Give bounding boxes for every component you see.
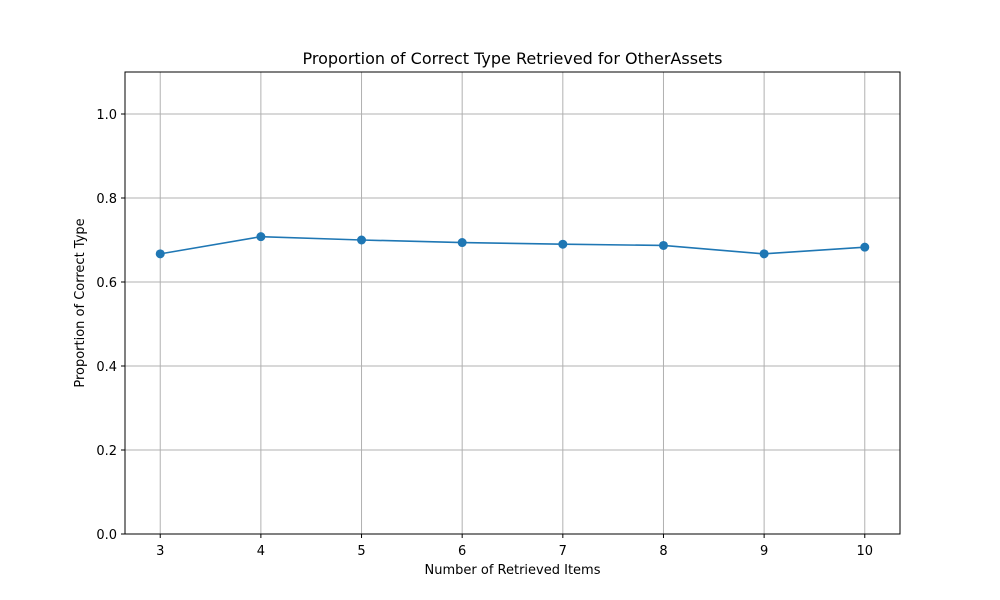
data-point [457, 238, 467, 248]
y-tick-label: 0.4 [96, 360, 117, 375]
data-point [558, 239, 568, 249]
x-tick-label: 3 [156, 544, 164, 559]
x-tick-label: 6 [458, 544, 466, 559]
x-tick-label: 7 [559, 544, 567, 559]
data-point [256, 232, 266, 242]
series-line [160, 235, 865, 255]
x-tick-label: 10 [856, 544, 873, 559]
data-point [759, 249, 769, 259]
series-layer [155, 232, 870, 259]
y-axis-label: Proportion of Correct Type [73, 218, 88, 387]
y-tick-label: 0.8 [96, 192, 117, 207]
chart-title: Proportion of Correct Type Retrieved for… [303, 49, 723, 68]
x-tick-label: 5 [357, 544, 365, 559]
data-point [357, 235, 367, 245]
y-tick-label: 0.2 [96, 444, 117, 459]
x-tick-label: 4 [257, 544, 265, 559]
x-tick-label: 9 [760, 544, 768, 559]
plot-frame [124, 71, 901, 535]
y-tick-label: 0.0 [96, 528, 117, 543]
data-point [658, 240, 668, 250]
y-tick-label: 0.6 [96, 276, 117, 291]
data-point [155, 249, 165, 259]
grid [125, 72, 900, 535]
x-tick-label: 8 [659, 544, 667, 559]
y-tick-label: 1.0 [96, 108, 117, 123]
ticks: 3 4 5 6 7 8 9 10 0.0 0.2 0.4 0.6 0.8 1.0 [96, 108, 873, 559]
data-point [860, 242, 870, 252]
x-axis-label: Number of Retrieved Items [425, 563, 601, 578]
